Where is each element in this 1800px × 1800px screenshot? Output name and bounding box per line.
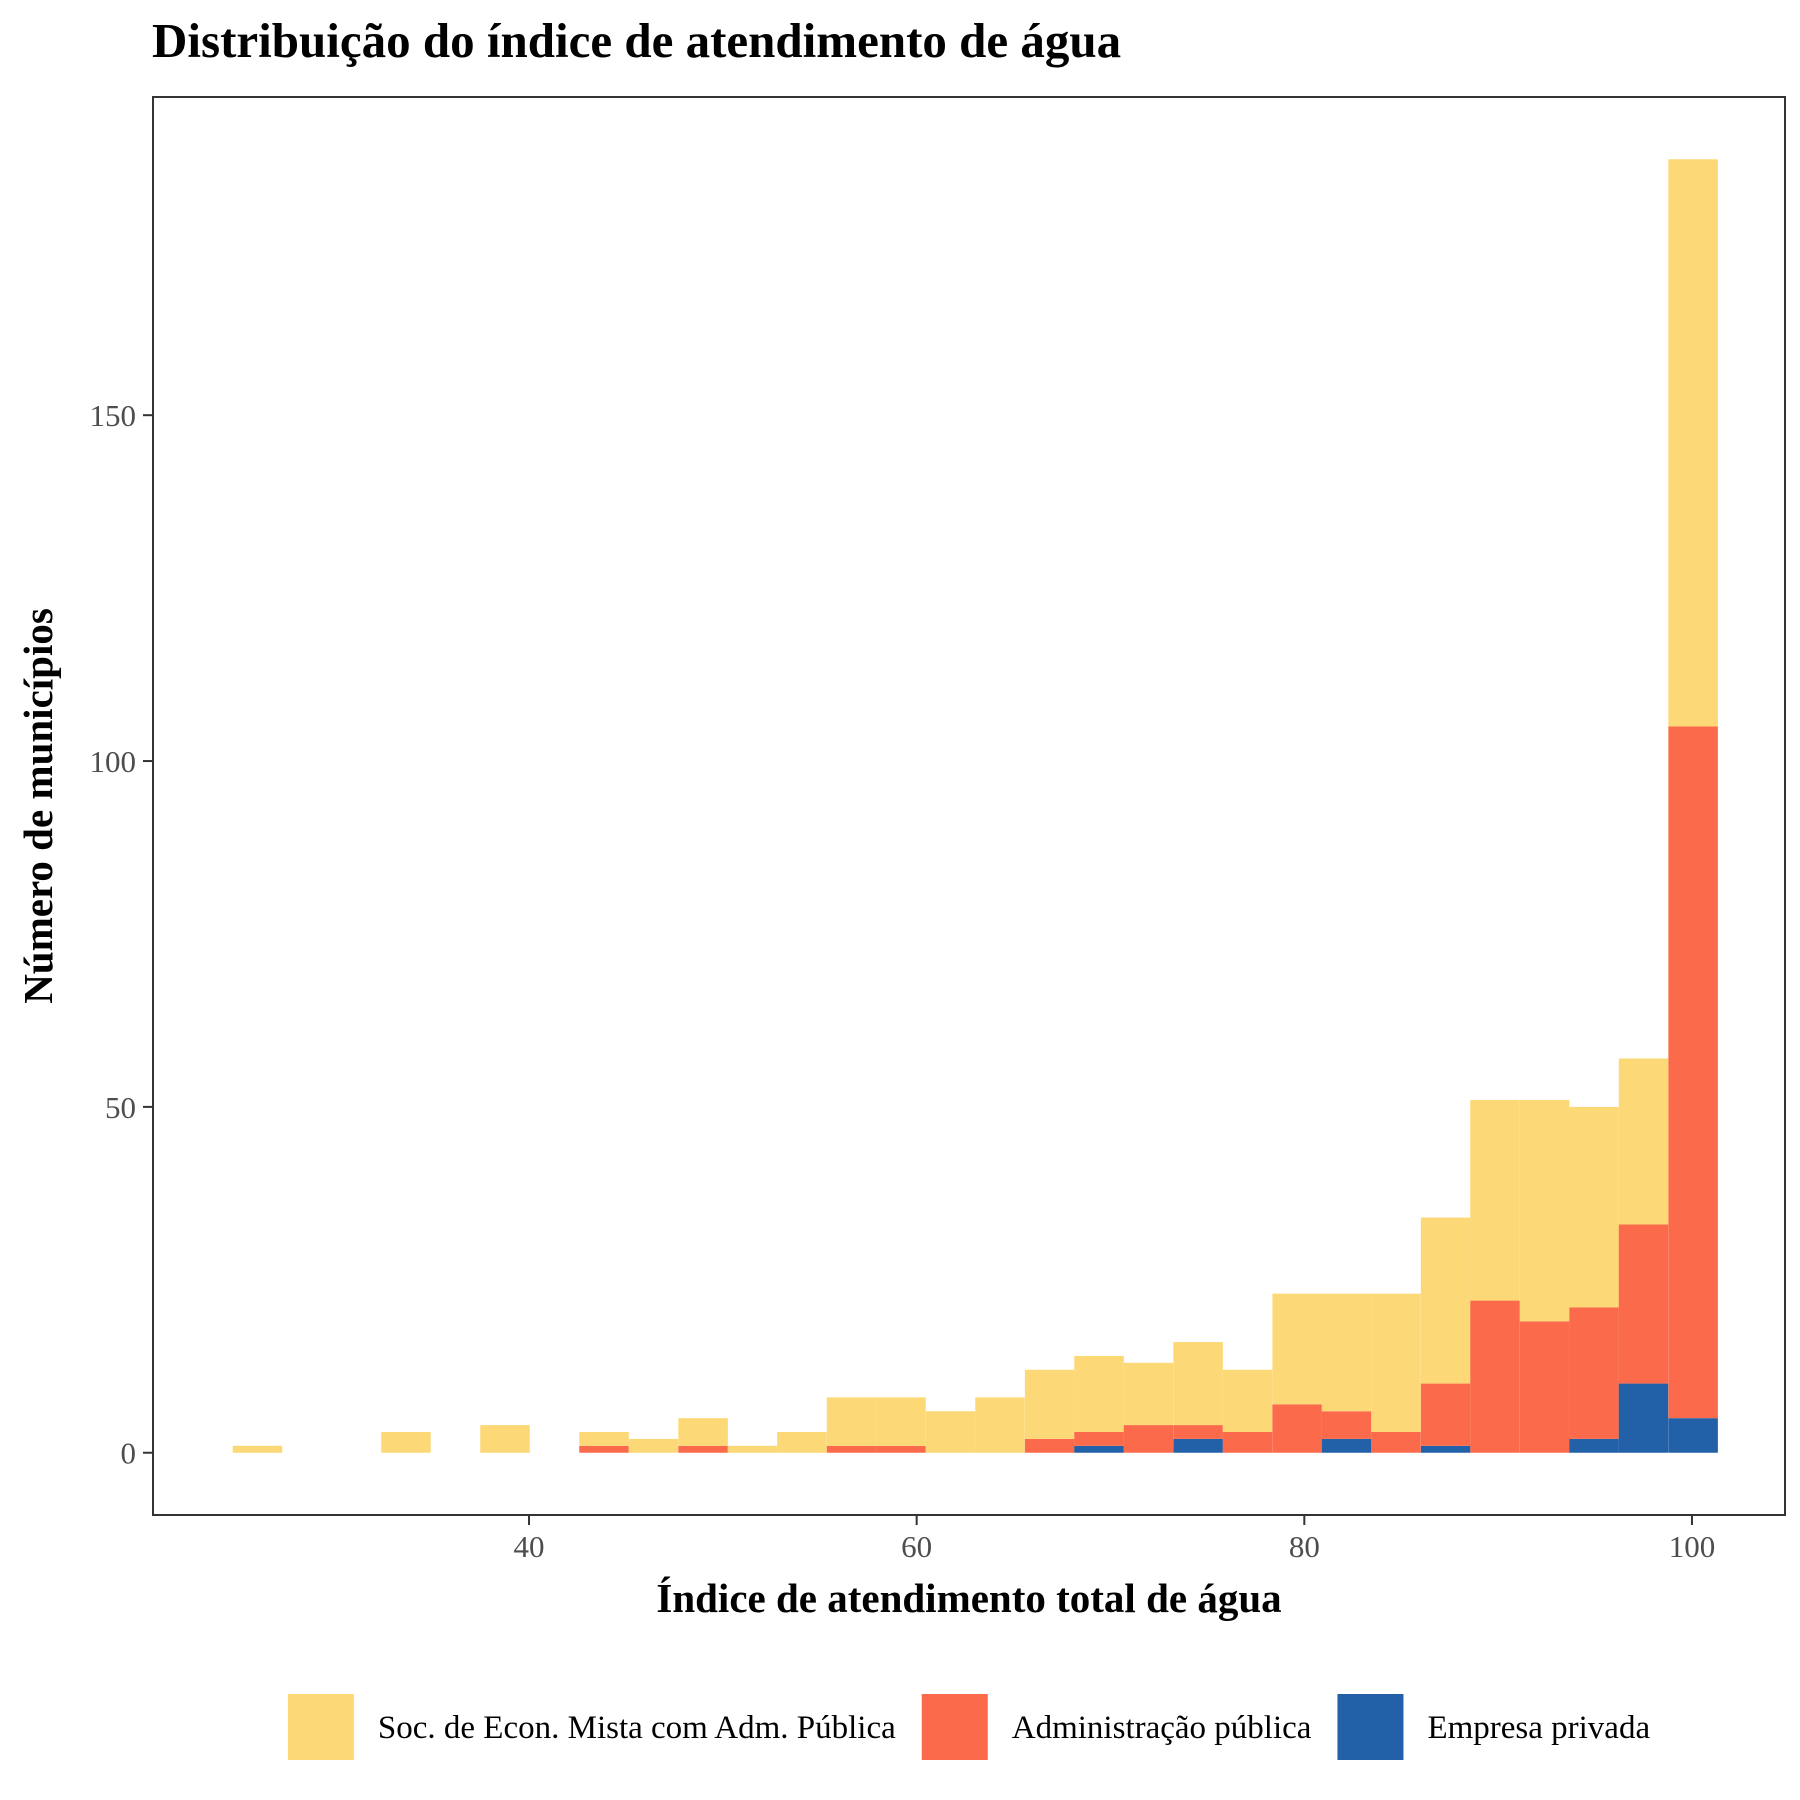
x-tick-label: 60 [901, 1529, 932, 1564]
bar-adm-publica [1123, 1425, 1174, 1453]
bar-soc-econ-mista [925, 1411, 976, 1453]
legend-key [921, 1694, 988, 1760]
bar-adm-publica [579, 1445, 629, 1453]
bar-soc-econ-mista [777, 1431, 827, 1453]
y-axis: 0 50 100 150 [90, 398, 153, 1471]
bars-layer [232, 159, 1718, 1453]
bar-adm-publica [1173, 1425, 1223, 1439]
bar-adm-publica [1321, 1411, 1372, 1439]
bar-adm-publica [1618, 1224, 1669, 1384]
bar-soc-econ-mista [628, 1438, 679, 1453]
bar-adm-publica [826, 1445, 877, 1453]
bar-soc-econ-mista [1371, 1293, 1421, 1432]
y-tick-label: 0 [121, 1436, 137, 1471]
legend-label: Empresa privada [1427, 1710, 1650, 1746]
bar-soc-econ-mista [1618, 1058, 1669, 1225]
bar-adm-publica [876, 1445, 926, 1453]
legend-label: Soc. de Econ. Mista com Adm. Pública [378, 1710, 896, 1746]
bar-soc-econ-mista [1321, 1293, 1372, 1412]
bar-empresa-privada [1173, 1438, 1223, 1453]
x-axis: 40 60 80 100 [514, 1515, 1716, 1564]
bar-soc-econ-mista [1173, 1342, 1223, 1426]
bar-empresa-privada [1618, 1383, 1669, 1453]
bar-adm-publica [1470, 1300, 1520, 1453]
bar-soc-econ-mista [975, 1397, 1025, 1453]
bar-soc-econ-mista [1668, 159, 1718, 727]
bar-adm-publica [678, 1445, 728, 1453]
bar-soc-econ-mista [381, 1431, 431, 1453]
y-tick-label: 50 [105, 1090, 136, 1125]
bar-soc-econ-mista [579, 1431, 629, 1446]
bar-adm-publica [1024, 1438, 1075, 1453]
bar-soc-econ-mista [1222, 1369, 1273, 1432]
bar-soc-econ-mista [232, 1445, 283, 1453]
bar-adm-publica [1569, 1307, 1619, 1439]
bar-adm-publica [1074, 1431, 1124, 1446]
bar-soc-econ-mista [1272, 1293, 1322, 1405]
bar-soc-econ-mista [1123, 1362, 1174, 1426]
x-tick-label: 100 [1669, 1529, 1716, 1564]
legend-item: Soc. de Econ. Mista com Adm. Pública [287, 1694, 896, 1760]
bar-adm-publica [1420, 1383, 1471, 1446]
bar-soc-econ-mista [727, 1445, 778, 1453]
bar-soc-econ-mista [1519, 1099, 1570, 1322]
y-tick-label: 150 [90, 398, 137, 433]
bar-adm-publica [1668, 726, 1718, 1419]
legend: Soc. de Econ. Mista com Adm. Pública Admi… [287, 1694, 1650, 1760]
x-tick-label: 40 [514, 1529, 545, 1564]
bar-soc-econ-mista [826, 1397, 877, 1446]
legend-key [287, 1694, 354, 1760]
bar-adm-publica [1272, 1404, 1322, 1453]
bar-soc-econ-mista [678, 1418, 728, 1446]
bar-soc-econ-mista [480, 1425, 530, 1453]
bar-soc-econ-mista [876, 1397, 926, 1446]
x-tick-label: 80 [1289, 1529, 1320, 1564]
legend-label: Administração pública [1012, 1710, 1312, 1746]
bar-soc-econ-mista [1420, 1217, 1471, 1384]
plot-panel-border [152, 96, 1786, 1516]
legend-item: Administração pública [921, 1694, 1312, 1760]
bar-empresa-privada [1569, 1438, 1619, 1453]
bar-soc-econ-mista [1024, 1369, 1075, 1439]
bar-adm-publica [1222, 1431, 1273, 1453]
bar-soc-econ-mista [1569, 1106, 1619, 1308]
bar-empresa-privada [1420, 1445, 1471, 1453]
chart-title: Distribuição do índice de atendimento de… [152, 13, 1121, 68]
y-axis-title: Número de municípios [15, 608, 61, 1004]
bar-empresa-privada [1074, 1445, 1124, 1453]
bar-soc-econ-mista [1470, 1099, 1520, 1301]
legend-item: Empresa privada [1337, 1694, 1650, 1760]
x-axis-title: Índice de atendimento total de água [656, 1575, 1281, 1621]
bar-soc-econ-mista [1074, 1355, 1124, 1432]
bar-empresa-privada [1321, 1438, 1372, 1453]
y-tick-label: 100 [90, 744, 137, 779]
bar-empresa-privada [1668, 1418, 1718, 1453]
legend-key [1337, 1694, 1404, 1760]
bar-adm-publica [1371, 1431, 1421, 1453]
bar-adm-publica [1519, 1321, 1570, 1453]
